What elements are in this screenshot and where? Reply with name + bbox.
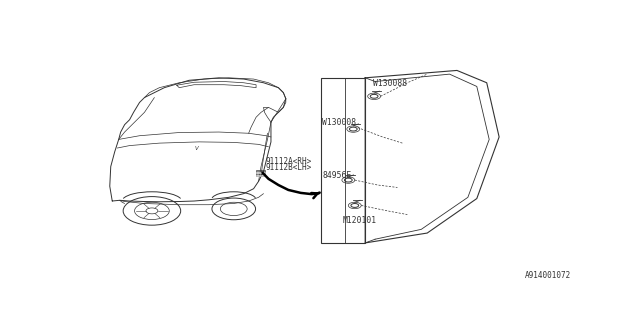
- Bar: [321, 78, 365, 243]
- Text: W130008: W130008: [322, 118, 356, 127]
- Text: W130088: W130088: [372, 79, 407, 88]
- Bar: [256, 170, 265, 176]
- Text: M120101: M120101: [343, 216, 377, 225]
- Text: 84956E: 84956E: [322, 171, 351, 180]
- Text: A914001072: A914001072: [525, 271, 571, 280]
- Text: V: V: [195, 146, 198, 150]
- Text: 91112A<RH>: 91112A<RH>: [266, 156, 312, 166]
- Text: 91112B<LH>: 91112B<LH>: [266, 163, 312, 172]
